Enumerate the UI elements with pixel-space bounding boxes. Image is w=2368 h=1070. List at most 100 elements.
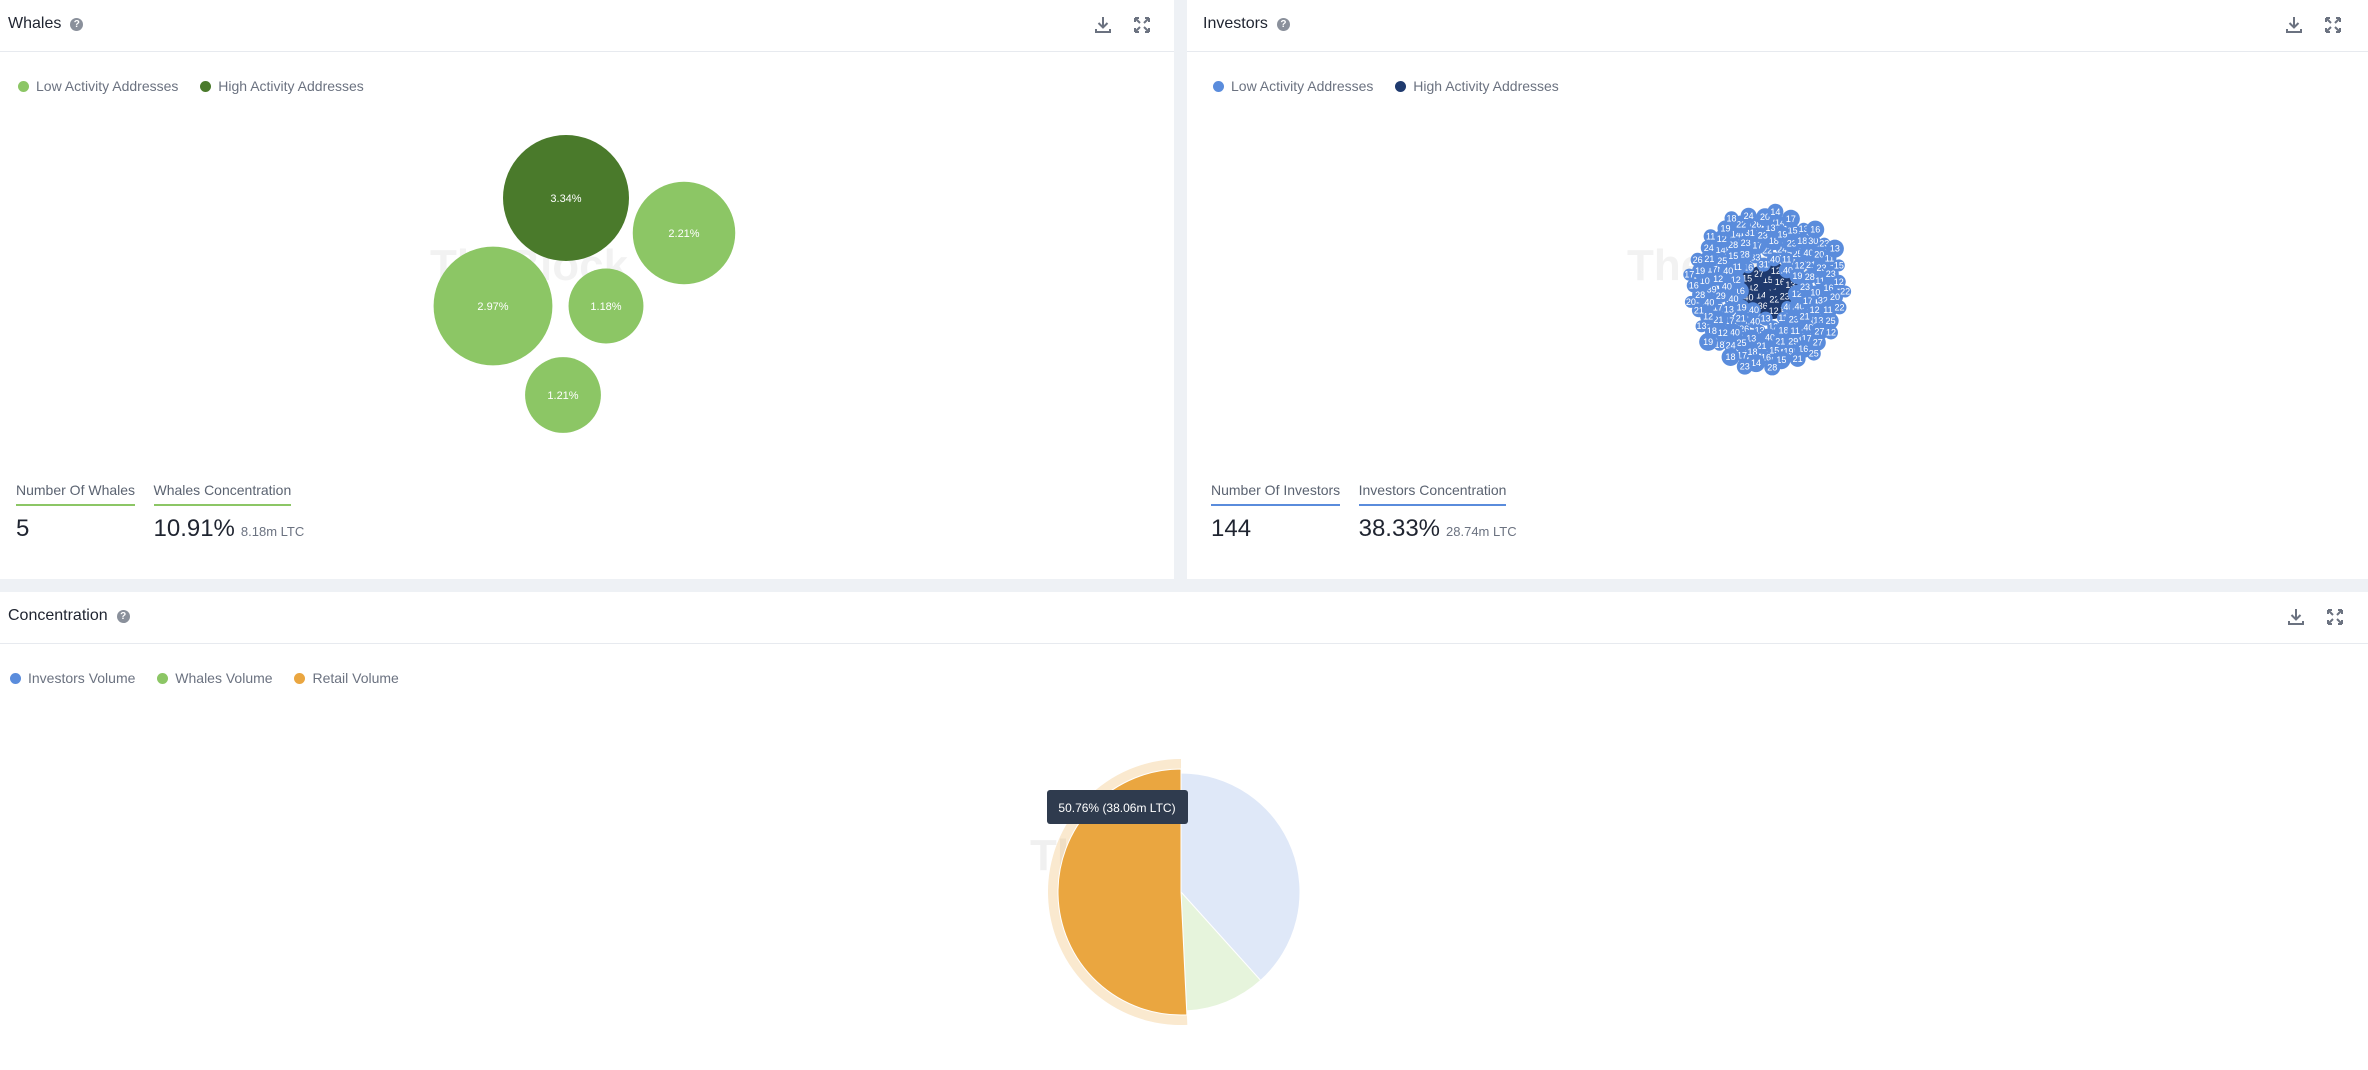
whales-stats: Number Of Whales 5 Whales Concentration …	[16, 482, 318, 543]
investor-bubble[interactable]	[1839, 285, 1852, 298]
investor-bubble[interactable]	[1703, 229, 1718, 244]
investor-bubble[interactable]	[1806, 220, 1825, 239]
investor-bubble[interactable]	[1794, 232, 1811, 249]
investor-bubble[interactable]	[1832, 300, 1847, 315]
legend-item-low-activity[interactable]: Low Activity Addresses	[1213, 78, 1373, 94]
help-circle-icon[interactable]: ?	[70, 18, 84, 31]
download-icon[interactable]	[1092, 14, 1114, 36]
investor-bubble[interactable]	[1831, 274, 1846, 289]
legend-item-whales-volume[interactable]: Whales Volume	[157, 670, 273, 686]
legend-item-investors-volume[interactable]: Investors Volume	[10, 670, 135, 686]
investor-bubble[interactable]	[1789, 350, 1806, 367]
investor-bubble[interactable]	[1691, 303, 1706, 318]
investor-bubble[interactable]	[1721, 302, 1736, 317]
investor-bubble[interactable]	[1713, 288, 1728, 303]
investor-bubble-label: 28	[1767, 362, 1777, 372]
investor-bubble-label: 17	[1803, 296, 1813, 306]
download-icon[interactable]	[2285, 606, 2307, 628]
investor-bubble[interactable]	[1733, 335, 1750, 352]
investor-bubble-label: 25	[1809, 349, 1819, 359]
investor-bubble-label: 12	[1717, 234, 1727, 244]
investor-bubble[interactable]	[1787, 322, 1804, 339]
download-icon[interactable]	[2283, 14, 2305, 36]
expand-icon[interactable]	[2324, 606, 2346, 628]
legend-item-high-activity[interactable]: High Activity Addresses	[1395, 78, 1559, 94]
investor-bubble[interactable]	[1684, 295, 1697, 308]
investor-bubble[interactable]	[1802, 269, 1817, 284]
investor-bubble-label: 21	[1713, 315, 1723, 325]
investor-bubble[interactable]	[1725, 247, 1742, 264]
whale-bubble[interactable]	[525, 357, 601, 433]
pie-slice-retail-volume[interactable]	[1057, 768, 1188, 1016]
investor-bubble[interactable]	[1683, 268, 1696, 281]
investor-bubble-label: 23	[1819, 239, 1829, 249]
investor-bubble-label: 23	[1816, 263, 1826, 273]
whale-bubble[interactable]	[433, 246, 553, 366]
whales-count-value: 5	[16, 515, 30, 542]
investor-bubble-label: 16	[1823, 283, 1833, 293]
investor-bubble-label: 19	[1695, 266, 1705, 276]
investor-bubble-label: 25	[1736, 338, 1746, 348]
investor-bubble[interactable]	[1733, 311, 1748, 326]
investor-bubble-label: 18	[1707, 326, 1717, 336]
investors-panel: Investors? Low Activity Addresses High A…	[1187, 0, 2368, 579]
investor-bubble[interactable]	[1690, 252, 1705, 267]
investor-bubble-label: 40	[1722, 281, 1732, 291]
investor-bubble[interactable]	[1764, 359, 1781, 376]
investor-bubble[interactable]	[1809, 334, 1826, 351]
investor-bubble-label: 23	[1758, 231, 1768, 241]
whale-bubble[interactable]	[632, 181, 736, 285]
investor-bubble[interactable]	[1740, 207, 1757, 224]
investors-title-text: Investors	[1203, 15, 1268, 32]
investor-bubble[interactable]	[1792, 258, 1807, 273]
investor-bubble[interactable]	[1686, 278, 1701, 293]
investor-bubble-label: 39	[1707, 284, 1717, 294]
investor-bubble[interactable]	[1695, 320, 1708, 333]
expand-icon[interactable]	[2322, 14, 2344, 36]
investor-bubble[interactable]	[1806, 346, 1821, 361]
legend-item-high-activity[interactable]: High Activity Addresses	[200, 78, 364, 94]
investors-concentration-sub: 28.74m LTC	[1446, 524, 1517, 539]
investor-bubble[interactable]	[1825, 239, 1844, 258]
expand-icon[interactable]	[1131, 14, 1153, 36]
whale-bubble[interactable]	[503, 135, 629, 261]
legend-item-retail-volume[interactable]: Retail Volume	[294, 670, 399, 686]
concentration-title-text: Concentration	[8, 607, 108, 624]
investor-bubble-label: 14	[1731, 229, 1741, 239]
pie-slice-whales-volume[interactable]	[1180, 890, 1262, 1012]
investor-bubble[interactable]	[1692, 262, 1709, 279]
investor-bubble[interactable]	[1714, 325, 1731, 342]
investor-bubble[interactable]	[1700, 239, 1717, 256]
investor-bubble[interactable]	[1724, 211, 1739, 226]
investor-bubble[interactable]	[1822, 312, 1839, 329]
investor-bubble[interactable]	[1721, 347, 1740, 366]
investor-bubble[interactable]	[1711, 271, 1726, 286]
investor-bubble-label: .40	[1801, 323, 1814, 333]
investor-bubble[interactable]	[1715, 253, 1730, 268]
investor-bubble[interactable]	[1781, 209, 1800, 228]
help-circle-icon[interactable]: ?	[1276, 18, 1290, 31]
investor-bubble-label: 26	[1751, 219, 1761, 229]
investor-bubble[interactable]	[1807, 303, 1822, 318]
investor-bubble[interactable]	[1832, 259, 1845, 272]
legend-label: Whales Volume	[175, 670, 273, 686]
investor-bubble-label: 17	[1684, 270, 1694, 280]
investor-bubble[interactable]	[1699, 332, 1718, 351]
investor-bubble-label: 18	[1727, 213, 1737, 223]
investor-bubble-label: 27	[1754, 269, 1764, 279]
investor-bubble-label: .40	[1727, 328, 1740, 338]
investor-bubble[interactable]	[1823, 325, 1838, 340]
investor-bubble[interactable]	[1779, 252, 1794, 267]
pie-slice-investors-volume[interactable]	[1180, 772, 1301, 982]
investor-bubble-label: 21	[1757, 341, 1767, 351]
investor-bubble[interactable]	[1736, 358, 1753, 375]
investor-bubble-label: 12	[1792, 289, 1802, 299]
whale-bubble[interactable]	[568, 268, 644, 344]
investor-bubble[interactable]	[1767, 203, 1784, 220]
investor-bubble-label: 13	[1799, 224, 1809, 234]
investor-bubble-label: .40	[1702, 297, 1715, 307]
investor-bubble[interactable]	[1808, 285, 1823, 300]
help-circle-icon[interactable]: ?	[116, 610, 130, 623]
investor-bubble[interactable]	[1746, 314, 1761, 329]
legend-item-low-activity[interactable]: Low Activity Addresses	[18, 78, 178, 94]
